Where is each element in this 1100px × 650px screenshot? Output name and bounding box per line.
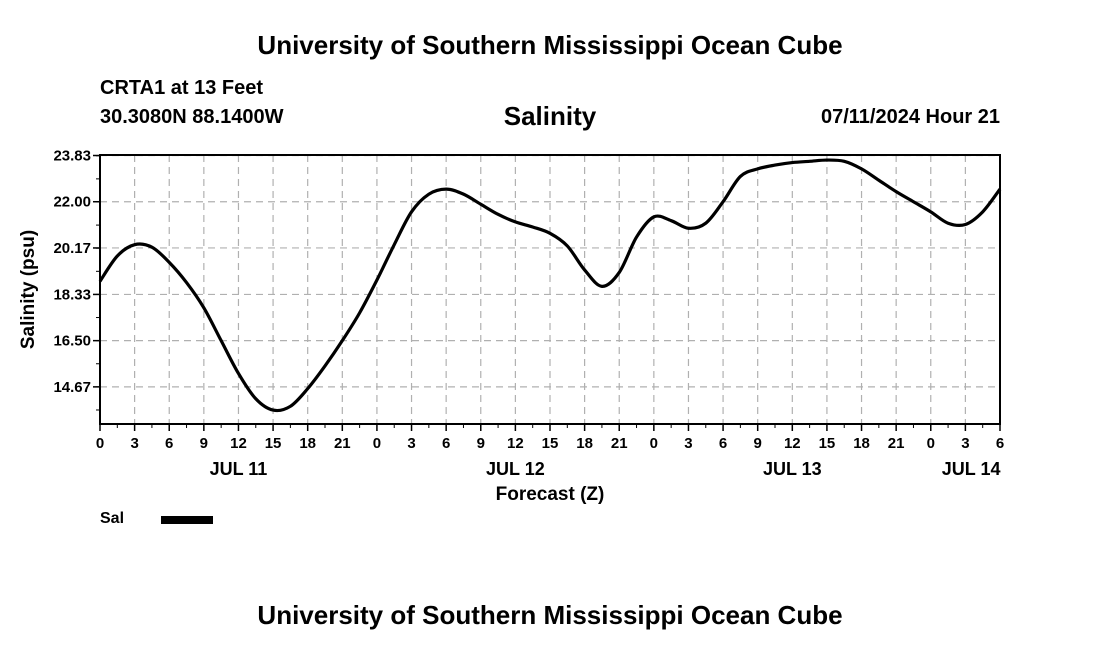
x-tick-label: 18 — [853, 435, 870, 452]
x-tick-label: 12 — [784, 435, 801, 452]
x-tick-label: 18 — [576, 435, 593, 452]
plot-frame — [99, 154, 1001, 425]
x-tick-label: 15 — [819, 435, 836, 452]
station-label: CRTA1 at 13 Feet — [100, 77, 264, 99]
x-tick-label: 12 — [230, 435, 247, 452]
x-tick-label: 0 — [96, 435, 104, 452]
x-tick-label: 0 — [373, 435, 381, 452]
x-tick-label: 3 — [684, 435, 692, 452]
legend-label: Sal — [100, 510, 125, 527]
y-tick-label: 23.83 — [53, 148, 91, 165]
x-tick-label: 0 — [650, 435, 658, 452]
x-tick-label: 0 — [927, 435, 935, 452]
x-tick-label: 6 — [719, 435, 727, 452]
x-tick-label: 21 — [888, 435, 905, 452]
x-tick-label: 9 — [754, 435, 762, 452]
x-tick-label: 21 — [611, 435, 628, 452]
x-tick-label: 6 — [442, 435, 450, 452]
date-label: JUL 13 — [763, 459, 822, 479]
chart-title: Salinity — [503, 101, 597, 131]
y-tick-label: 20.17 — [53, 240, 91, 257]
x-tick-label: 15 — [542, 435, 559, 452]
y-axis-title: Salinity (psu) — [18, 230, 39, 349]
x-tick-label: 18 — [299, 435, 316, 452]
y-tick-label: 16.50 — [53, 333, 91, 350]
legend-swatch — [161, 516, 213, 524]
y-tick-label: 22.00 — [53, 194, 91, 211]
x-tick-label: 15 — [265, 435, 282, 452]
main-title: University of Southern Mississippi Ocean… — [257, 30, 843, 60]
date-label: JUL 11 — [210, 459, 268, 479]
x-tick-label: 3 — [961, 435, 969, 452]
x-tick-label: 21 — [334, 435, 351, 452]
station-coordinates: 30.3080N 88.1400W — [100, 106, 284, 128]
series-line-sal — [98, 158, 1002, 413]
x-tick-label: 9 — [477, 435, 485, 452]
y-tick-label: 14.67 — [53, 379, 91, 396]
y-tick-label: 18.33 — [53, 286, 91, 303]
axis-ticks — [93, 154, 1001, 431]
date-label: JUL 14 — [942, 459, 1001, 479]
x-tick-label: 6 — [996, 435, 1004, 452]
x-axis-title: Forecast (Z) — [496, 484, 605, 505]
x-tick-label: 3 — [407, 435, 415, 452]
date-label: JUL 12 — [486, 459, 545, 479]
x-tick-label: 9 — [200, 435, 208, 452]
forecast-datetime: 07/11/2024 Hour 21 — [820, 106, 1000, 128]
footer-title: University of Southern Mississippi Ocean… — [257, 600, 843, 630]
x-tick-label: 3 — [130, 435, 138, 452]
axis-labels: 0 3 6 9 12 15 18 21 0 3 6 9 12 15 18 21 0 3 6 9 12 15 18 21 0 3 6 1… — [53, 148, 1004, 479]
series-layer — [98, 158, 1002, 413]
x-tick-label: 6 — [165, 435, 173, 452]
grid-lines — [100, 154, 1000, 424]
x-tick-label: 12 — [507, 435, 524, 452]
